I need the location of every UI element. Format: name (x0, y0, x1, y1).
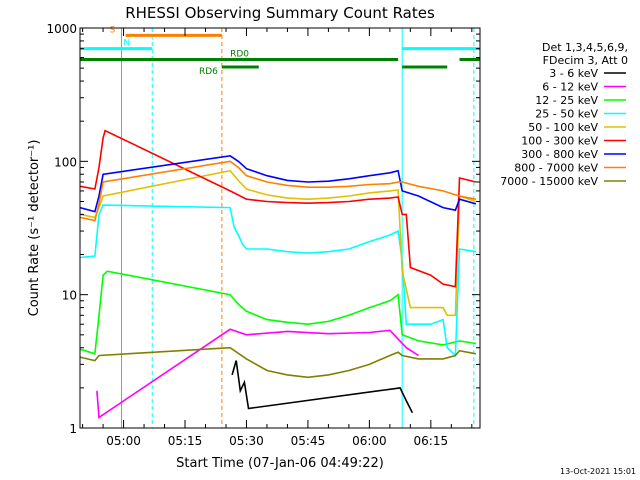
series-line-5 (79, 129, 477, 288)
y-tick-label: 1 (69, 422, 77, 436)
legend-header: Det 1,3,4,5,6,9, (542, 41, 628, 54)
legend-label: 25 - 50 keV (535, 108, 598, 121)
series-line-1 (96, 328, 419, 419)
legend-label: 3 - 6 keV (549, 67, 598, 80)
series-line-7 (79, 160, 477, 222)
legend-label: 800 - 7000 keV (514, 162, 598, 175)
plot-area: SN RD0 RD6 1 10 100 1000 05:00 05:15 05:30 05:45 06… (46, 22, 481, 448)
legend-label: 6 - 12 keV (542, 81, 598, 94)
chart-title: RHESSI Observing Summary Count Rates (125, 4, 435, 22)
axis-frame (79, 27, 481, 429)
flag-label: N (123, 39, 130, 49)
y-axis-label: Count Rate (s⁻¹ detector⁻¹) (27, 140, 42, 317)
y-tick-label: 100 (54, 155, 77, 169)
legend-header: FDecim 3, Att 0 (543, 54, 628, 67)
y-tick-label: 10 (62, 289, 77, 303)
legend-label: 300 - 800 keV (521, 148, 598, 161)
x-tick-label: 05:30 (229, 434, 264, 448)
footer-date: 13-Oct-2021 15:01 (560, 467, 636, 476)
series-line-8 (79, 346, 477, 379)
legend: Det 1,3,4,5,6,9,FDecim 3, Att 03 - 6 keV… (500, 41, 628, 188)
x-tick-label: 06:00 (352, 434, 387, 448)
legend-label: 7000 - 15000 keV (500, 175, 598, 188)
series-line-6 (79, 154, 477, 213)
x-tick-label: 05:00 (106, 434, 141, 448)
series-line-0 (231, 360, 414, 414)
x-axis-label: Start Time (07-Jan-06 04:49:22) (176, 456, 384, 471)
legend-label: 100 - 300 keV (521, 135, 598, 148)
series-line-4 (79, 169, 477, 317)
flag-label: RD6 (199, 67, 218, 77)
x-tick-label: 06:15 (414, 434, 449, 448)
flag-label: RD0 (230, 50, 249, 60)
x-tick-label: 05:15 (168, 434, 203, 448)
x-tick-label: 05:45 (291, 434, 326, 448)
y-tick-label: 1000 (46, 22, 77, 36)
legend-label: 50 - 100 keV (528, 121, 598, 134)
series-line-2 (79, 270, 477, 355)
legend-label: 12 - 25 keV (535, 94, 598, 107)
series-line-3 (79, 204, 477, 358)
flag-label: S (110, 25, 116, 35)
